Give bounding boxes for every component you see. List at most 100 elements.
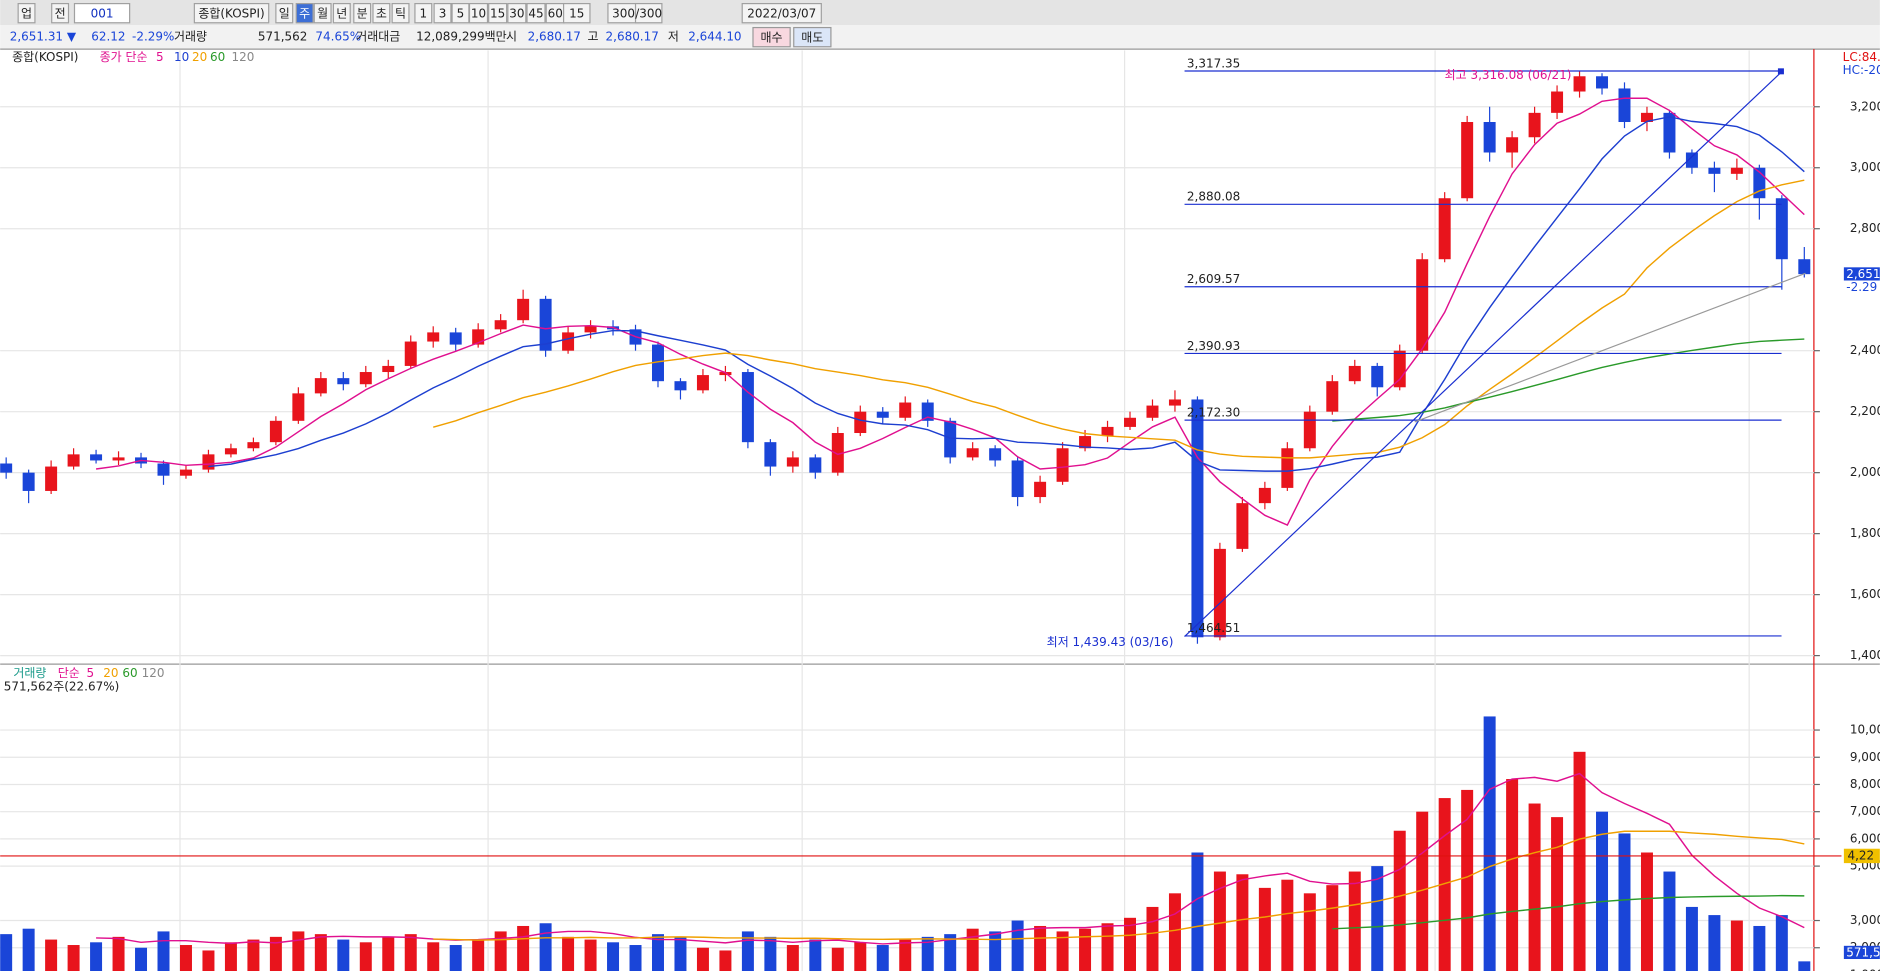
y-tick-label: 6,000	[1850, 831, 1880, 845]
volume-bar	[1596, 811, 1609, 971]
volume-bar	[1618, 833, 1631, 971]
toolbar-button[interactable]	[391, 2, 410, 24]
price-ma-line	[208, 116, 1805, 472]
toolbar-button[interactable]	[488, 2, 508, 24]
toolbar-button[interactable]	[433, 2, 452, 24]
volume-bar	[1663, 871, 1676, 971]
quote-field: -2.29%	[132, 30, 174, 44]
current-price: 2,651	[1846, 267, 1880, 281]
candle-body	[1730, 167, 1743, 174]
toolbar-button[interactable]	[51, 2, 70, 24]
order-button[interactable]	[793, 26, 832, 48]
order-button-label[interactable]: 매수	[761, 30, 783, 44]
toolbar-button[interactable]	[193, 2, 270, 24]
toolbar-button[interactable]	[372, 2, 391, 24]
candle-body	[1011, 460, 1024, 498]
candle-body	[1393, 350, 1406, 388]
toolbar-button[interactable]	[295, 2, 314, 24]
volume-bar	[382, 936, 395, 971]
candle-body	[359, 372, 372, 385]
corner-label: LC:84.	[1843, 50, 1880, 64]
quote-field: 62.12	[91, 30, 125, 44]
toolbar-label: 15	[569, 6, 584, 20]
volume-bar	[607, 942, 620, 971]
candle-body	[224, 448, 237, 455]
candle-body	[1146, 405, 1159, 418]
toolbar-button[interactable]	[562, 2, 591, 24]
toolbar-button[interactable]	[17, 2, 36, 24]
volume-bar	[629, 945, 642, 971]
candle-body	[1483, 122, 1496, 153]
candle-body	[989, 448, 1002, 461]
volume-bar	[719, 950, 732, 971]
order-button-label[interactable]: 매도	[801, 30, 823, 44]
quote-field: 2,680.17	[528, 30, 581, 44]
volume-bar	[809, 939, 822, 971]
candle-body	[1663, 112, 1676, 153]
candle-body	[1258, 487, 1271, 504]
toolbar-button[interactable]	[275, 2, 294, 24]
toolbar-button[interactable]	[507, 2, 527, 24]
legend-period: 20	[103, 666, 118, 680]
volume-bar	[1034, 925, 1047, 971]
toolbar-button[interactable]	[313, 2, 332, 24]
toolbar-label: 분	[357, 6, 368, 20]
order-button[interactable]	[752, 26, 791, 48]
volume-ma-line	[433, 830, 1805, 941]
volume-ma-line	[1332, 894, 1805, 930]
toolbar-label: 15	[490, 6, 505, 20]
toolbar-button[interactable]	[634, 2, 663, 24]
legend-period: 20	[192, 50, 207, 64]
quote-field: 2,651.31 ▼	[10, 30, 77, 44]
volume-bar	[1056, 931, 1069, 971]
candle-body	[1573, 76, 1586, 92]
volume-bar	[202, 950, 215, 971]
volume-bar	[157, 931, 170, 971]
volume-bar	[1303, 893, 1316, 971]
candle-body	[0, 463, 13, 473]
toolbar-button[interactable]	[526, 2, 546, 24]
candle-body	[1461, 122, 1474, 199]
volume-bar	[1011, 920, 1024, 971]
volume-bar	[1730, 920, 1743, 971]
y-tick-label: 3,000	[1850, 160, 1880, 174]
y-tick-label: 2,800	[1850, 221, 1880, 235]
toolbar-label: 초	[376, 6, 387, 20]
y-tick-label: 8,000	[1850, 777, 1880, 791]
toolbar-label: 일	[279, 6, 290, 20]
toolbar-label: 45	[528, 6, 543, 20]
volume-bar	[472, 939, 485, 971]
toolbar-button[interactable]	[414, 2, 433, 24]
toolbar-label: 종합(KOSPI)	[198, 6, 264, 20]
volume-bar	[494, 931, 507, 971]
toolbar-label: 30	[509, 6, 524, 20]
quote-field: 저	[668, 30, 679, 44]
candle-body	[449, 332, 462, 345]
toolbar-button[interactable]	[332, 2, 351, 24]
toolbar-button[interactable]	[73, 2, 131, 24]
candle-body	[1281, 448, 1294, 488]
volume-bar	[786, 945, 799, 971]
volume-bar	[584, 939, 597, 971]
volume-bar	[1191, 852, 1204, 971]
candle-body	[67, 454, 80, 467]
quote-field: 571,562	[258, 30, 308, 44]
volume-bar	[449, 945, 462, 971]
y-tick-label: 1,000	[1850, 967, 1880, 971]
toolbar-button[interactable]	[353, 2, 372, 24]
candle-body	[247, 442, 260, 449]
volume-bar	[1438, 798, 1451, 971]
y-tick-label: 3,000	[1850, 913, 1880, 927]
trend-line	[1184, 71, 1782, 637]
candle-body	[1775, 198, 1788, 260]
candle-body	[292, 393, 305, 421]
candle-body	[22, 472, 35, 491]
anchor	[1777, 68, 1784, 75]
candle-body	[472, 329, 485, 345]
volume-bar	[269, 936, 282, 971]
y-tick-label: 7,000	[1850, 804, 1880, 818]
toolbar-button[interactable]	[468, 2, 489, 24]
toolbar-label: 전	[55, 6, 66, 20]
toolbar-button[interactable]	[741, 2, 822, 24]
